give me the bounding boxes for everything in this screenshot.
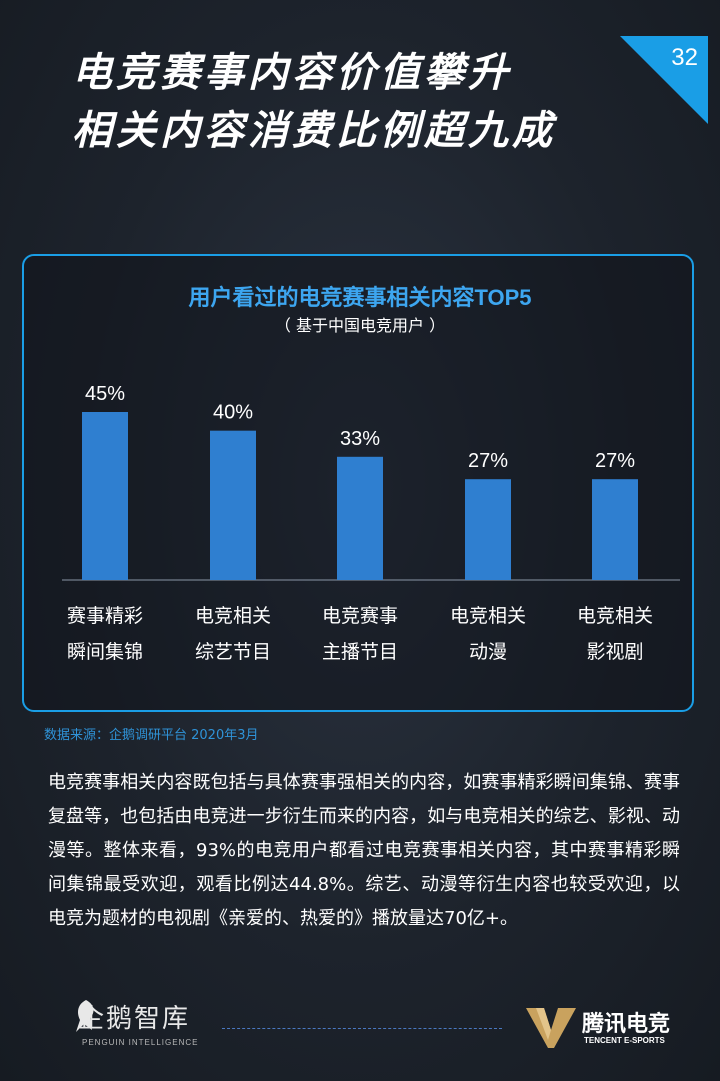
page-number: 32	[671, 44, 698, 71]
right-logo-text: 腾讯电竞	[582, 1012, 671, 1037]
chart-subtitle: （ 基于中国电竞用户 ）	[274, 316, 446, 335]
category-label-5-line-1: 电竞相关	[577, 605, 653, 627]
tencent-esports-logo: 腾讯电竞 TENCENT E-SPORTS	[524, 1004, 694, 1052]
v-logo-icon	[526, 1008, 576, 1048]
body-paragraph: 电竞赛事相关内容既包括与具体赛事强相关的内容，如赛事精彩瞬间集锦、赛事复盘等，也…	[48, 772, 680, 929]
bar-value-label-3: 33%	[340, 428, 380, 450]
bar-value-label-5: 27%	[595, 450, 635, 472]
right-logo-subtext: TENCENT E-SPORTS	[584, 1036, 665, 1045]
category-label-2-line-2: 综艺节目	[195, 641, 271, 663]
title-line-2: 相关内容消费比例超九成	[72, 108, 556, 154]
bar-2	[210, 430, 256, 580]
category-label-4-line-1: 电竞相关	[450, 605, 526, 627]
bar-3	[337, 456, 383, 580]
data-source: 数据来源：企鹅调研平台 2020年3月	[44, 728, 259, 743]
category-label-1-line-2: 瞬间集锦	[67, 641, 143, 663]
bar-value-label-2: 40%	[213, 402, 253, 424]
bar-1	[82, 412, 128, 580]
category-label-3-line-1: 电竞赛事	[322, 605, 398, 627]
bar-5	[592, 479, 638, 580]
penguin-icon	[76, 1000, 94, 1032]
bar-4	[465, 479, 511, 580]
title-line-1: 电竞赛事内容价值攀升	[72, 50, 512, 96]
category-label-3-line-2: 主播节目	[322, 641, 398, 663]
bar-value-label-4: 27%	[468, 450, 508, 472]
left-logo-text: 企鹅智库	[78, 1004, 191, 1034]
footer-divider	[222, 1028, 502, 1029]
category-label-1-line-1: 赛事精彩	[67, 605, 143, 627]
chart-panel: 45% 赛事精彩瞬间集锦 40% 电竞相关综艺节目 33% 电竞赛事主播节目 27% 电竞相关…	[22, 254, 694, 712]
page-corner-icon	[620, 36, 708, 124]
category-label-4-line-2: 动漫	[469, 641, 507, 663]
category-label-2-line-1: 电竞相关	[195, 605, 271, 627]
bar-value-label-1: 45%	[85, 383, 125, 405]
category-label-5-line-2: 影视剧	[586, 641, 643, 663]
chart-title: 用户看过的电竞赛事相关内容TOP5	[188, 285, 532, 310]
penguin-intelligence-logo: 企鹅智库 PENGUIN INTELLIGENCE	[72, 998, 222, 1054]
left-logo-subtext: PENGUIN INTELLIGENCE	[82, 1038, 199, 1047]
